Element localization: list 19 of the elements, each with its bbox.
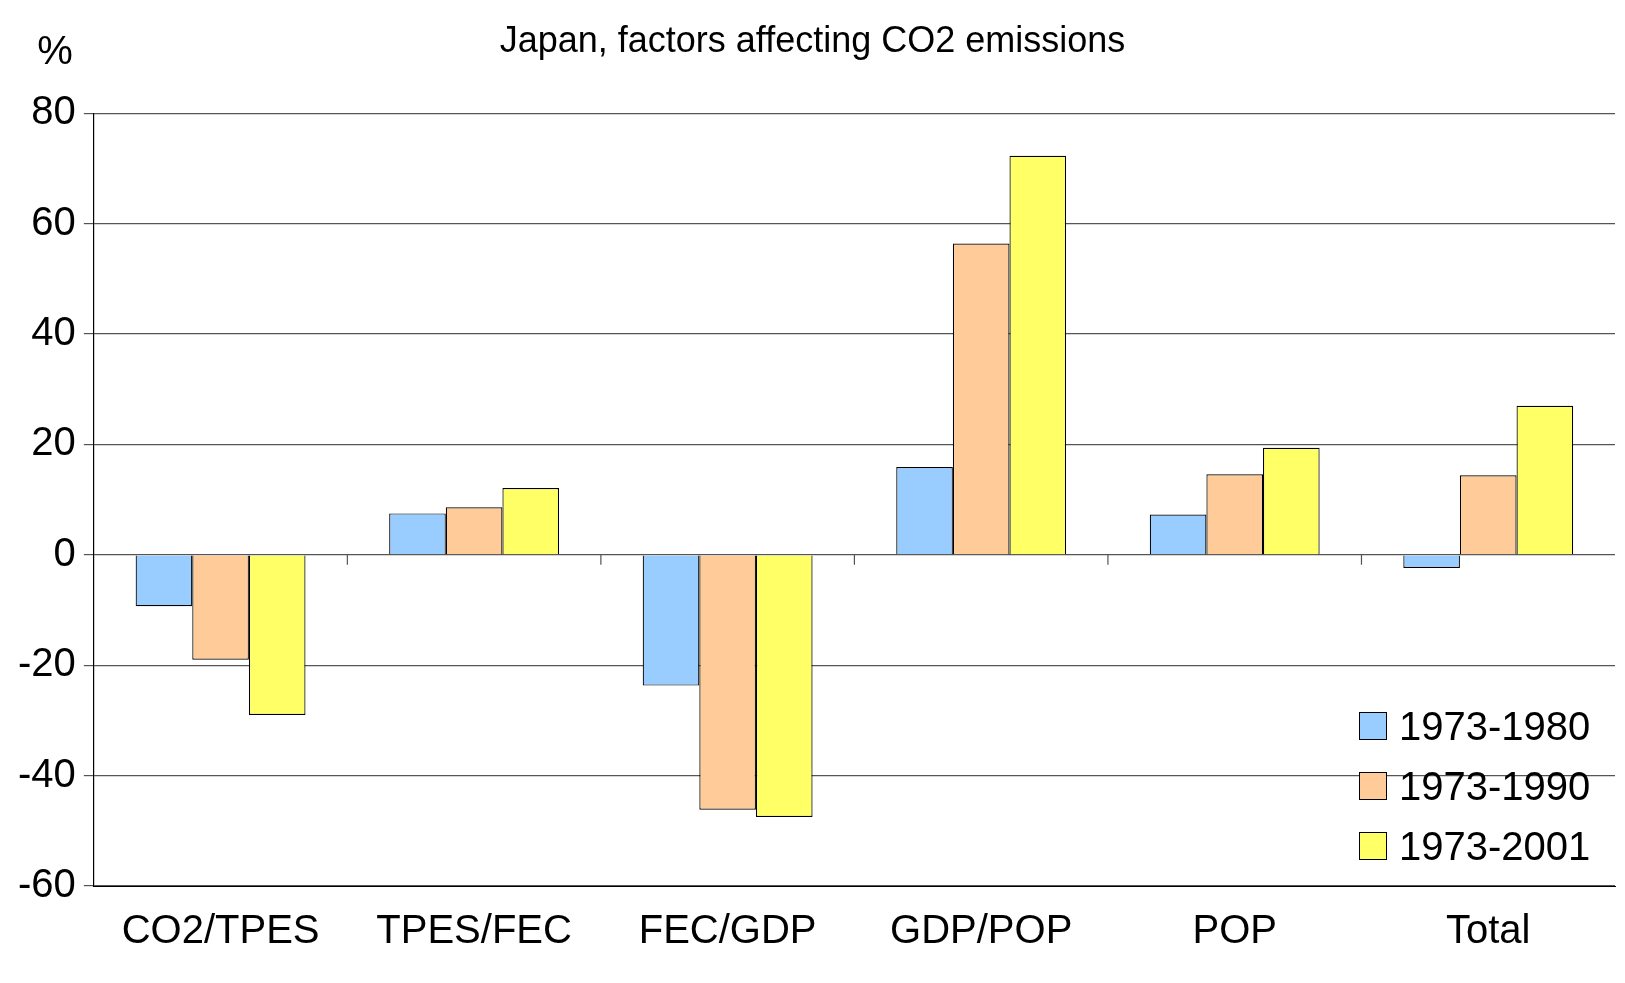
legend-label: 1973-1990 [1399,763,1591,810]
legend-label: 1973-1980 [1399,703,1591,750]
x-tick-label: FEC/GDP [638,907,817,952]
y-tick-label: -20 [18,640,76,685]
chart-title: Japan, factors affecting CO2 emissions [499,18,1126,60]
y-tick-label: 60 [31,198,76,243]
y-tick-label: 0 [53,529,76,574]
x-tick-label: TPES/FEC [376,907,572,952]
x-tick-label: POP [1192,907,1277,952]
y-tick-label: 20 [31,419,76,464]
y-tick-label: -60 [18,861,76,906]
y-axis-title: % [37,28,73,73]
x-tick-label: Total [1445,907,1531,952]
y-tick-label: -40 [18,750,76,795]
y-tick-label: 40 [31,309,76,354]
y-tick-label: 80 [31,88,76,133]
x-tick-label: CO2/TPES [121,907,320,952]
x-tick-label: GDP/POP [890,907,1073,952]
legend-label: 1973-2001 [1399,823,1591,870]
